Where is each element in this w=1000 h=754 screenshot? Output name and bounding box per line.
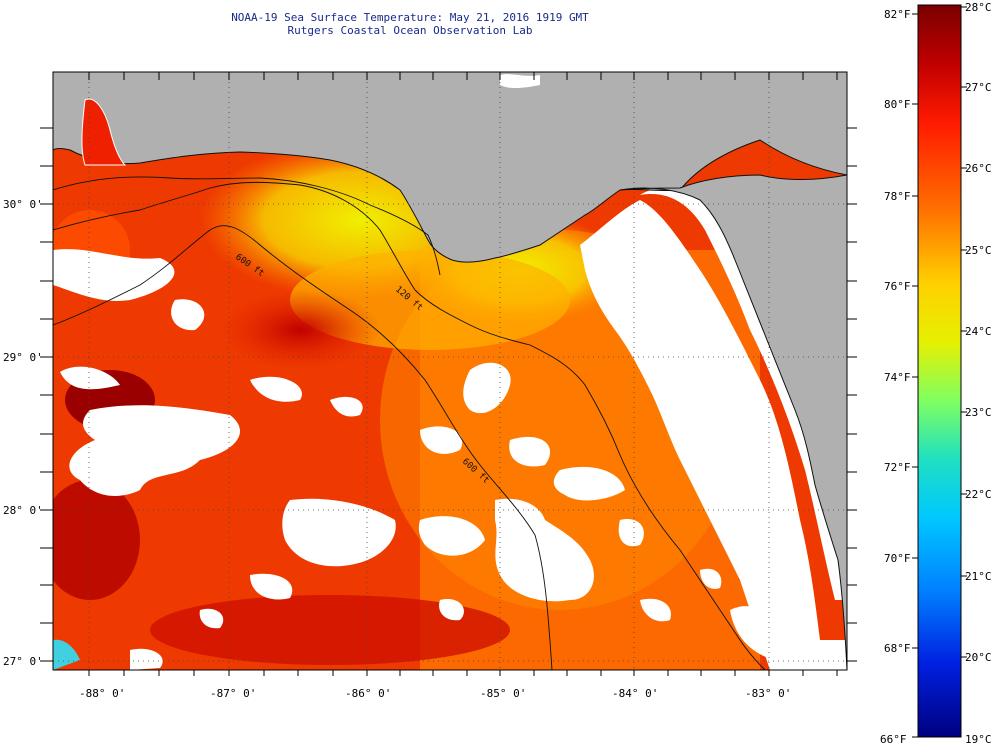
lat-label-30: 30° 0' xyxy=(3,198,43,211)
lat-label-27: 27° 0' xyxy=(3,655,43,668)
lon-label-85: -85° 0' xyxy=(480,687,526,700)
cb-c-26: 26°C xyxy=(965,162,992,175)
lon-label-83: -83° 0' xyxy=(745,687,791,700)
colorbar-ticks xyxy=(912,6,967,738)
warm-zone-4 xyxy=(150,595,510,665)
contour-600ft xyxy=(53,225,553,670)
lat-label-28: 28° 0' xyxy=(3,504,43,517)
map-title: NOAA-19 Sea Surface Temperature: May 21,… xyxy=(231,11,589,24)
cb-f-80: 80°F xyxy=(884,98,911,111)
cb-c-28: 28°C xyxy=(965,1,992,14)
axis-ticks xyxy=(40,72,857,676)
map-subtitle: Rutgers Coastal Ocean Observation Lab xyxy=(287,24,533,37)
cool-patch xyxy=(53,639,80,670)
lon-label-84: -84° 0' xyxy=(612,687,658,700)
map-border xyxy=(52,71,848,671)
land xyxy=(53,72,847,670)
colorbar xyxy=(917,4,962,738)
contour-60ft xyxy=(53,176,441,276)
contour-120ft xyxy=(53,181,766,670)
cb-f-74: 74°F xyxy=(884,371,911,384)
cb-c-19: 19°C xyxy=(965,733,992,746)
cb-f-82: 82°F xyxy=(884,8,911,21)
cb-c-23: 23°C xyxy=(965,406,992,419)
cb-c-27: 27°C xyxy=(965,81,992,94)
lon-label-88: -88° 0' xyxy=(79,687,125,700)
warm-zone-3 xyxy=(53,480,140,600)
cb-f-70: 70°F xyxy=(884,552,911,565)
cb-f-68: 68°F xyxy=(884,642,911,655)
lat-label-29: 29° 0' xyxy=(3,351,43,364)
cb-c-21: 21°C xyxy=(965,570,992,583)
cb-f-78: 78°F xyxy=(884,190,911,203)
cb-c-24: 24°C xyxy=(965,325,992,338)
lake-patch xyxy=(500,74,540,89)
warm-zone-2 xyxy=(220,290,380,370)
mobile-bay xyxy=(81,98,127,166)
cb-f-66: 66°F xyxy=(880,733,907,746)
sst-field xyxy=(53,72,847,670)
cb-f-72: 72°F xyxy=(884,461,911,474)
lon-label-86: -86° 0' xyxy=(345,687,391,700)
lon-label-87: -87° 0' xyxy=(210,687,256,700)
cb-f-76: 76°F xyxy=(884,280,911,293)
cb-c-25: 25°C xyxy=(965,244,992,257)
cb-c-20: 20°C xyxy=(965,651,992,664)
cb-c-22: 22°C xyxy=(965,488,992,501)
